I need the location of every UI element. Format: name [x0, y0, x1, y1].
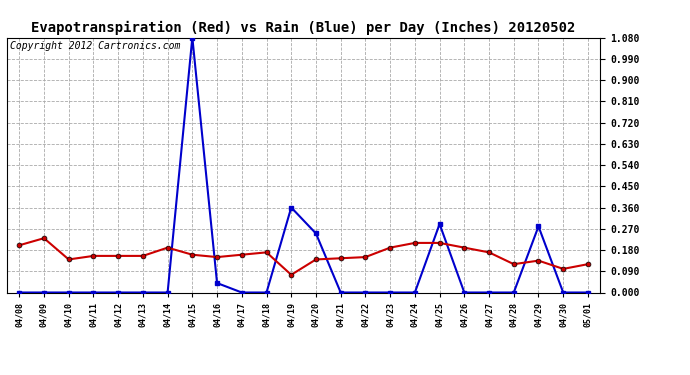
Text: Copyright 2012 Cartronics.com: Copyright 2012 Cartronics.com	[10, 41, 180, 51]
Title: Evapotranspiration (Red) vs Rain (Blue) per Day (Inches) 20120502: Evapotranspiration (Red) vs Rain (Blue) …	[32, 21, 575, 35]
